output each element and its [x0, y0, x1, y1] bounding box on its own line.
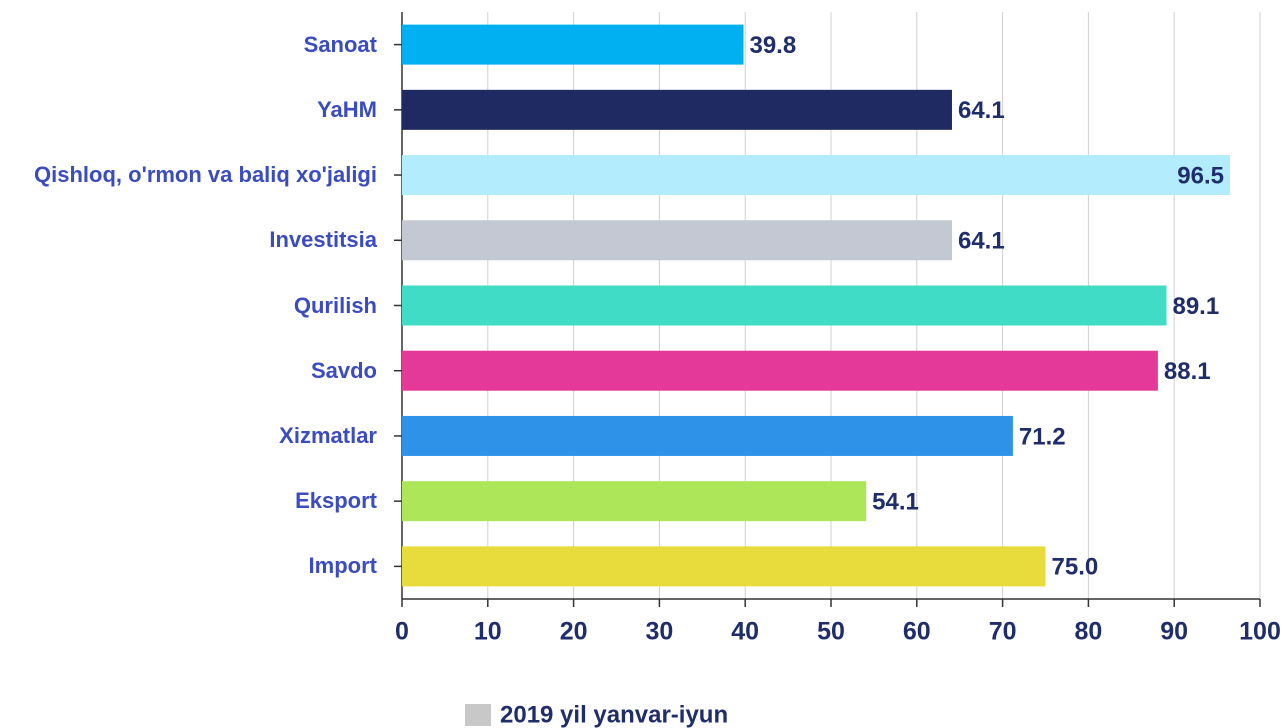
bar	[402, 89, 952, 130]
x-tick-label: 10	[474, 618, 502, 646]
bar	[402, 24, 744, 65]
x-tick-label: 80	[1074, 618, 1102, 646]
x-tick-label: 60	[903, 618, 931, 646]
x-tick-label: 50	[817, 618, 845, 646]
legend-label: 2019 yil yanvar-iyun	[500, 701, 728, 728]
y-tick-label: Sanoat	[303, 31, 377, 57]
y-tick-label: Savdo	[310, 357, 377, 383]
value-label: 96.5	[1177, 162, 1224, 189]
value-label: 89.1	[1172, 293, 1219, 320]
x-tick-label: 100	[1239, 618, 1281, 646]
value-label: 71.2	[1019, 423, 1066, 450]
value-label: 64.1	[958, 228, 1005, 255]
value-label: 64.1	[958, 97, 1005, 124]
x-tick-label: 30	[645, 618, 673, 646]
bar	[402, 546, 1046, 587]
y-tick-label: Xizmatlar	[279, 422, 377, 448]
bar	[402, 350, 1158, 391]
y-tick-label: Import	[308, 553, 377, 579]
x-tick-label: 20	[560, 618, 588, 646]
legend-swatch	[465, 704, 491, 726]
x-tick-label: 0	[395, 618, 409, 646]
x-tick-label: 90	[1160, 618, 1188, 646]
bar	[402, 415, 1013, 456]
value-label: 88.1	[1164, 358, 1211, 385]
y-tick-label: YaHM	[317, 96, 377, 122]
y-tick-label: Investitsia	[269, 227, 377, 253]
x-tick-label: 40	[731, 618, 759, 646]
bar	[402, 155, 1230, 196]
y-tick-label: Qurilish	[293, 292, 377, 318]
y-tick-label: Qishloq, o'rmon va baliq xo'jaligi	[34, 162, 377, 188]
bar	[402, 481, 867, 522]
value-label: 75.0	[1052, 554, 1099, 581]
bar	[402, 285, 1167, 326]
x-tick-label: 70	[989, 618, 1017, 646]
value-label: 39.8	[749, 32, 796, 59]
y-tick-label: Eksport	[295, 488, 377, 514]
value-label: 54.1	[872, 489, 919, 516]
bar	[402, 220, 952, 261]
